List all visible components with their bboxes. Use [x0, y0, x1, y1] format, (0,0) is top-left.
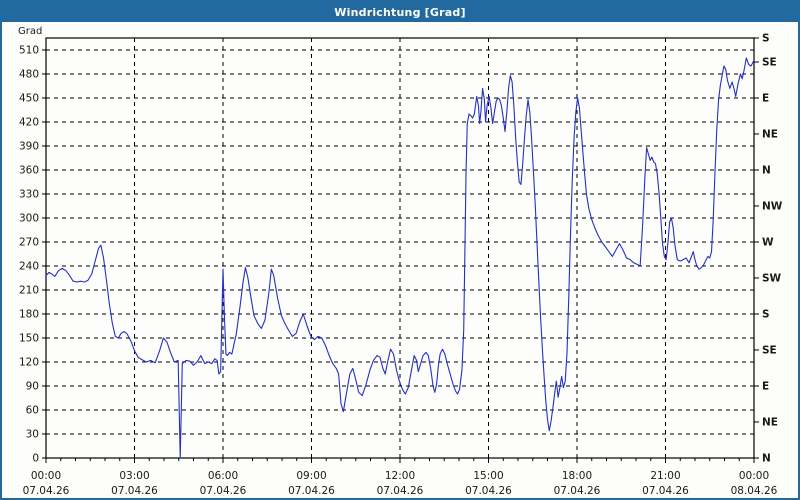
y-axis-tick-label: 360	[19, 165, 39, 177]
y-axis-tick-label: 30	[26, 429, 39, 441]
y-axis-tick-label: 210	[19, 285, 39, 297]
x-axis-time-label: 12:00	[385, 470, 415, 482]
x-axis-date-label: 07.04.26	[200, 485, 247, 497]
axis-tickmarks	[42, 37, 759, 463]
y-axis-tick-label: 510	[19, 45, 39, 57]
x-axis-date-label: 07.04.26	[465, 485, 512, 497]
compass-axis-tick-label: N	[762, 165, 771, 177]
y-axis-tick-label: 270	[19, 237, 39, 249]
window-title: Windrichtung [Grad]	[334, 5, 466, 19]
x-axis-time-label: 06:00	[208, 470, 238, 482]
y-axis-tick-label: 0	[32, 453, 39, 465]
x-axis-time-label: 21:00	[650, 470, 680, 482]
gridlines	[46, 38, 754, 458]
x-axis-date-label: 07.04.26	[111, 485, 158, 497]
y-axis-tick-label: 180	[19, 309, 39, 321]
x-axis-time-label: 18:00	[562, 470, 592, 482]
y-axis-tick-label: 90	[26, 381, 39, 393]
y-axis-tick-label: 60	[26, 405, 39, 417]
y-axis-tick-label: 150	[19, 333, 39, 345]
y-axis-tick-label: 330	[19, 189, 39, 201]
compass-axis-tick-label: S	[762, 309, 770, 321]
x-axis-labels: 00:00 07.04.26 03:00 07.04.26 06:00 07.04.26 0…	[23, 470, 778, 497]
chart-plot-area: 0 30 60 90 120 150 180 210 240 270 300 330 360 390 420…	[2, 22, 798, 498]
x-axis-time-label: 15:00	[473, 470, 503, 482]
compass-axis-tick-label: E	[762, 93, 769, 105]
y-axis-unit-label: Grad	[18, 26, 42, 37]
compass-axis-tick-label: NE	[762, 129, 778, 141]
wind-direction-series-line	[45, 57, 755, 459]
compass-axis-labels: N NE E SE S SW W NW N NE E SE S	[762, 33, 783, 465]
compass-axis-tick-label: E	[762, 381, 769, 393]
y-axis-unit-label: Grad	[18, 26, 42, 37]
compass-axis-tick-label: S	[762, 33, 770, 45]
x-axis-date-label: 07.04.26	[554, 485, 601, 497]
x-axis-date-label: 08.04.26	[731, 485, 778, 497]
x-axis-date-label: 07.04.26	[377, 485, 424, 497]
compass-axis-tick-label: NW	[762, 201, 783, 213]
data-series	[45, 57, 755, 459]
x-axis-date-label: 07.04.26	[288, 485, 335, 497]
y-axis-tick-label: 420	[19, 117, 39, 129]
wind-direction-line-chart: 0 30 60 90 120 150 180 210 240 270 300 330 360 390 420…	[18, 26, 783, 497]
x-axis-time-label: 00:00	[739, 470, 769, 482]
y-axis-tick-label: 120	[19, 357, 39, 369]
compass-axis-tick-label: SW	[762, 273, 782, 285]
x-axis-date-label: 07.04.26	[23, 485, 70, 497]
compass-axis-tick-label: SE	[762, 345, 777, 357]
x-axis-date-label: 07.04.26	[642, 485, 689, 497]
y-axis-tick-label: 450	[19, 93, 39, 105]
y-axis-tick-label: 390	[19, 141, 39, 153]
x-axis-time-label: 00:00	[31, 470, 61, 482]
y-axis-tick-label: 240	[19, 261, 39, 273]
y-axis-tick-label: 300	[19, 213, 39, 225]
y-axis-labels: 0 30 60 90 120 150 180 210 240 270 300 330 360 390 420…	[19, 45, 39, 465]
compass-axis-tick-label: NE	[762, 417, 778, 429]
compass-axis-tick-label: SE	[762, 57, 777, 69]
window-titlebar: Windrichtung [Grad]	[2, 2, 798, 22]
compass-axis-tick-label: W	[762, 237, 774, 249]
x-axis-time-label: 09:00	[296, 470, 326, 482]
x-axis-time-label: 03:00	[119, 470, 149, 482]
y-axis-tick-label: 480	[19, 69, 39, 81]
compass-axis-tick-label: N	[762, 453, 771, 465]
